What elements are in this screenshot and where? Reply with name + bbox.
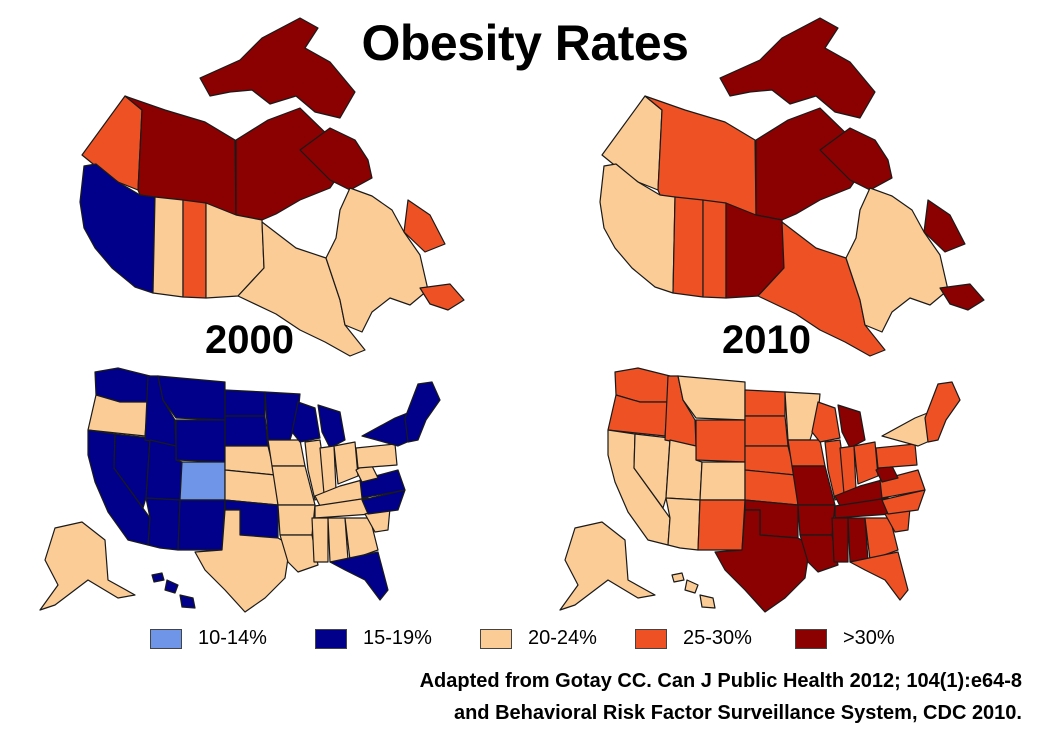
usa-2010-south-dakota <box>744 415 789 447</box>
usa-2000-hawaii-2 <box>164 579 179 594</box>
legend-swatch <box>480 629 512 649</box>
canada-map-2010 <box>599 17 985 357</box>
canada-2010-baffin-island <box>819 127 893 191</box>
canada-2010-alberta <box>672 196 704 298</box>
legend-label: >30% <box>843 627 895 649</box>
usa-2010-north-dakota <box>744 389 786 417</box>
usa-2010-pennsylvania <box>875 443 918 469</box>
canada-2000-quebec <box>325 187 429 333</box>
usa-2010-new-mexico <box>697 499 746 551</box>
map-title: Obesity Rates <box>361 15 689 71</box>
usa-2000-colorado <box>179 461 226 501</box>
legend-label: 25-30% <box>683 627 752 649</box>
usa-2010-alaska <box>559 521 656 611</box>
usa-2000-wyoming <box>175 419 226 463</box>
usa-2000-new-york <box>361 411 413 447</box>
usa-2010-nevada <box>633 433 671 509</box>
usa-map-2010 <box>559 367 961 613</box>
usa-2010-wisconsin <box>811 401 841 443</box>
usa-2000-arizona <box>145 497 181 551</box>
usa-2000-iowa <box>267 439 306 467</box>
canada-2010-british-columbia <box>599 163 676 294</box>
usa-map-2000 <box>39 367 441 613</box>
canada-2000-saskatchewan <box>182 199 207 299</box>
legend-label: 15-19% <box>363 627 432 649</box>
usa-2010-ohio <box>853 441 879 485</box>
usa-2000-georgia <box>344 517 379 561</box>
usa-2000-louisiana <box>279 534 319 573</box>
usa-2010-arizona <box>665 497 701 551</box>
usa-2000-nevada <box>113 433 151 509</box>
usa-2000-north-carolina <box>361 489 406 515</box>
legend-label: 10-14% <box>198 627 267 649</box>
canada-2000-ontario <box>237 221 366 357</box>
usa-2000-florida <box>329 551 389 601</box>
usa-2010-florida <box>849 551 909 601</box>
source-credit-line-2: and Behavioral Risk Factor Surveillance … <box>453 702 1022 724</box>
usa-2000-montana <box>157 375 226 421</box>
usa-2010-hawaii-2 <box>684 579 699 594</box>
usa-2010-texas <box>714 509 811 613</box>
usa-2010-colorado <box>699 461 746 501</box>
canada-2000-maritimes <box>419 283 465 311</box>
usa-2000-kansas <box>224 469 279 506</box>
legend-swatch <box>795 629 827 649</box>
canada-2010-maritimes <box>939 283 985 311</box>
usa-2000-new-england <box>404 381 441 443</box>
usa-2000-texas <box>194 509 291 613</box>
usa-2000-hawaii-1 <box>151 572 165 583</box>
legend-label: 20-24% <box>528 627 597 649</box>
usa-2010-michigan <box>837 404 866 449</box>
canada-2010-saskatchewan <box>702 199 727 299</box>
canada-2000-newfoundland-labrador <box>403 199 446 253</box>
usa-2010-kansas <box>744 469 799 506</box>
canada-2010-arctic-islands <box>719 17 876 119</box>
usa-2010-arkansas <box>797 504 836 536</box>
usa-2010-louisiana <box>799 534 839 573</box>
usa-2000-utah <box>145 439 183 501</box>
usa-2010-hawaii-1 <box>671 572 685 583</box>
canada-2010-newfoundland-labrador <box>923 199 966 253</box>
usa-2000-alaska <box>39 521 136 611</box>
usa-2010-alabama <box>847 517 869 563</box>
usa-2010-new-england <box>924 381 961 443</box>
canada-2010-quebec <box>845 187 949 333</box>
canada-2000-alberta <box>152 196 184 298</box>
usa-2000-ohio <box>333 441 359 485</box>
usa-2000-michigan <box>317 404 346 449</box>
canada-2000-arctic-islands <box>199 17 356 119</box>
legend-swatch <box>635 629 667 649</box>
usa-2000-south-dakota <box>224 415 269 447</box>
usa-2010-new-york <box>881 411 933 447</box>
year-label-2010: 2010 <box>722 318 811 362</box>
usa-2010-wyoming <box>695 419 746 463</box>
usa-2000-pennsylvania <box>355 443 398 469</box>
canada-2000-baffin-island <box>299 127 373 191</box>
usa-2000-wisconsin <box>291 401 321 443</box>
usa-2000-alabama <box>327 517 349 563</box>
legend: 10-14% 15-19% 20-24% 25-30% >30% <box>150 625 910 655</box>
usa-2010-utah <box>665 439 703 501</box>
usa-2010-virginia <box>879 469 926 499</box>
usa-2010-hawaii-3 <box>699 594 716 609</box>
usa-2000-arkansas <box>277 504 316 536</box>
year-label-2000: 2000 <box>205 318 294 362</box>
canada-2010-ontario <box>757 221 886 357</box>
usa-2000-north-dakota <box>224 389 266 417</box>
usa-2010-montana <box>677 375 746 421</box>
usa-2000-mississippi <box>311 517 329 563</box>
legend-swatch <box>315 629 347 649</box>
usa-2010-mississippi <box>831 517 849 563</box>
usa-2010-north-carolina <box>881 489 926 515</box>
usa-2010-georgia <box>864 517 899 561</box>
source-credit-line-1: Adapted from Gotay CC. Can J Public Heal… <box>419 670 1022 692</box>
canada-2000-british-columbia <box>79 163 156 294</box>
usa-2000-hawaii-3 <box>179 594 196 609</box>
usa-2000-new-mexico <box>177 499 226 551</box>
usa-2010-iowa <box>787 439 826 467</box>
usa-2000-virginia <box>359 469 406 499</box>
legend-swatch <box>150 629 182 649</box>
canada-map-2000 <box>79 17 465 357</box>
